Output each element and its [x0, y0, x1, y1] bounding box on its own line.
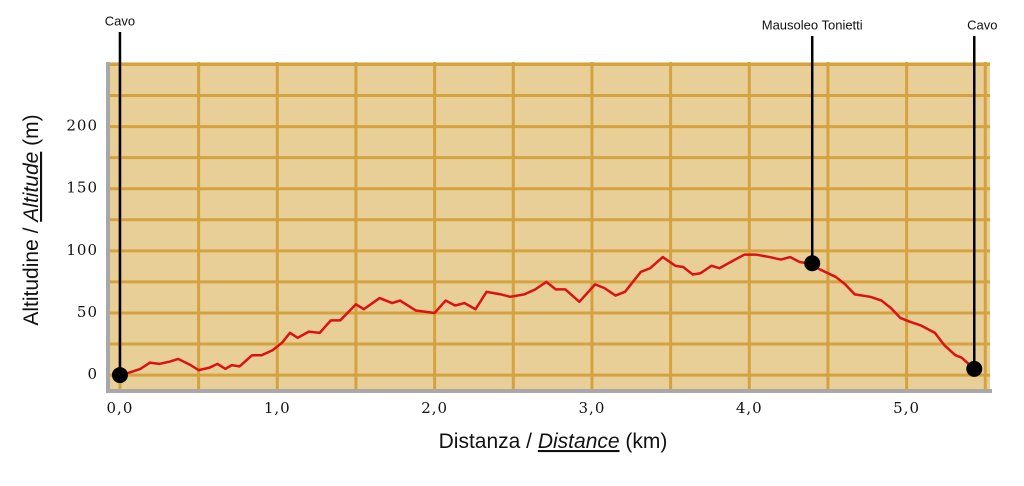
plot-area: [108, 62, 990, 390]
y-tick-label: 150: [66, 179, 98, 197]
x-tick-label: 4,0: [736, 399, 763, 417]
x-axis-title: Distanza / Distance (km): [439, 430, 668, 453]
x-tick-label: 0,0: [107, 399, 134, 417]
marker-label: Mausoleo Tonietti: [762, 17, 863, 32]
marker-point: [804, 255, 821, 272]
x-tick-label: 2,0: [421, 399, 448, 417]
marker-label: Cavo: [967, 17, 997, 32]
marker-label: Cavo: [105, 13, 135, 28]
marker-point: [966, 360, 983, 377]
elevation-line: [119, 253, 974, 377]
x-tick-label: 5,0: [893, 399, 920, 417]
y-tick-label: 100: [66, 241, 98, 259]
x-tick-label: 3,0: [579, 399, 606, 417]
y-axis-title: Altitudine / Altitude (m): [20, 114, 43, 325]
x-tick-label: 1,0: [264, 399, 291, 417]
y-tick-label: 50: [77, 303, 98, 321]
y-tick-label: 200: [66, 117, 98, 135]
marker-point: [111, 367, 128, 384]
y-tick-label: 0: [87, 365, 98, 383]
